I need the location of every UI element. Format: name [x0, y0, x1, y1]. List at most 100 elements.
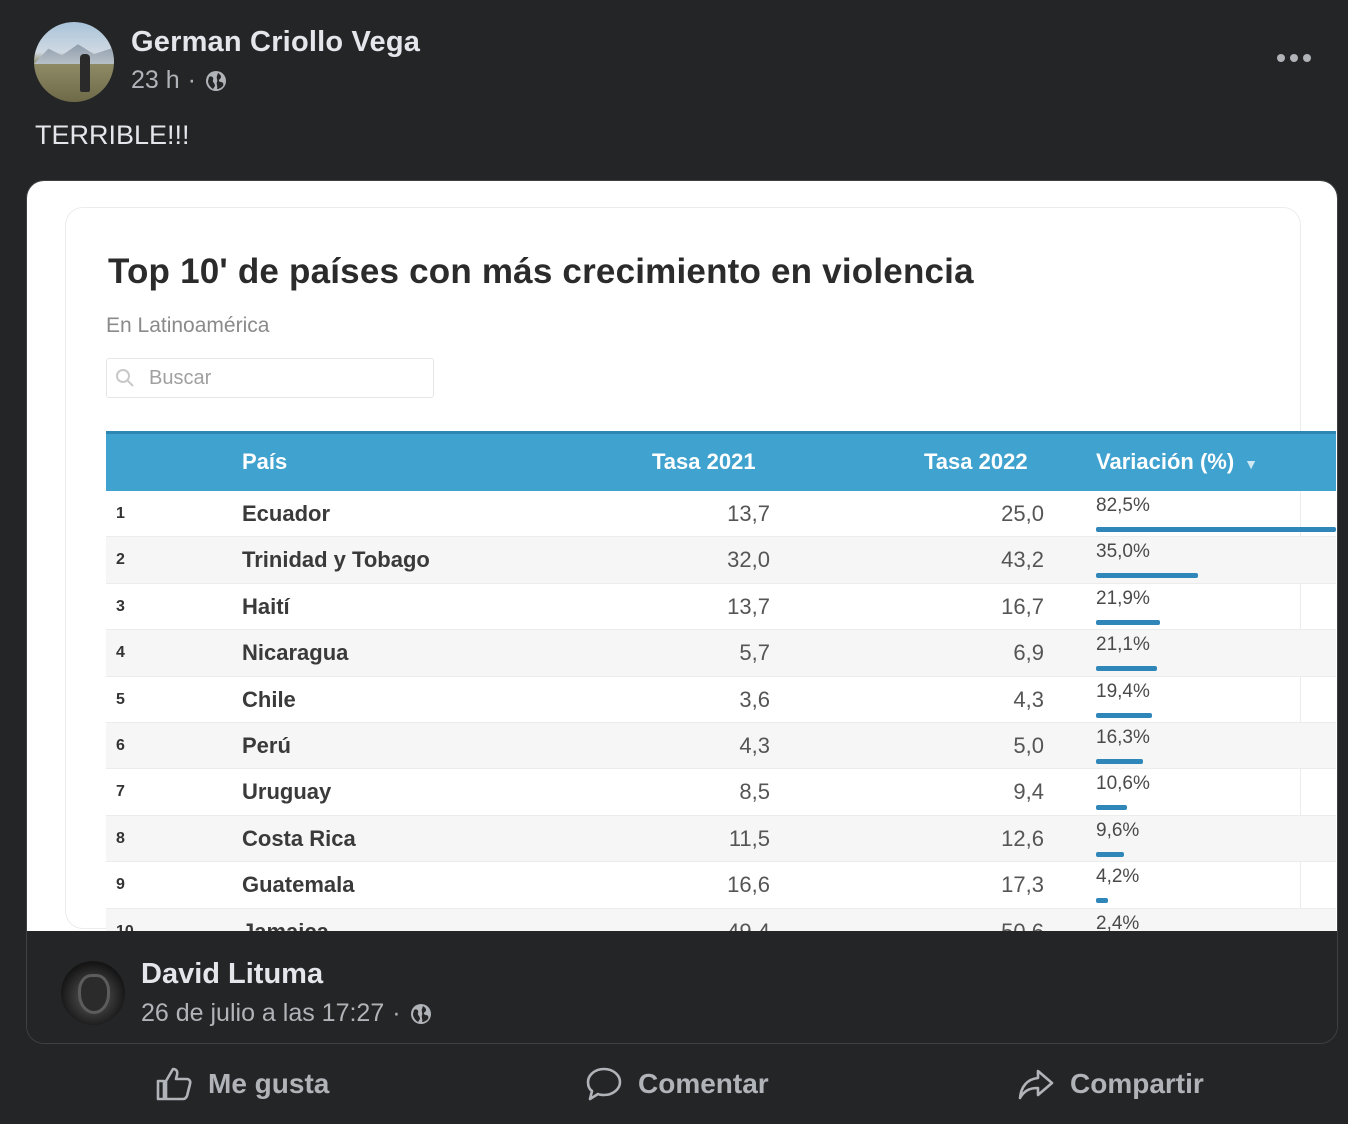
- header-variation: Variación (%) ▼: [1096, 449, 1258, 475]
- more-dot-icon: [1277, 54, 1285, 62]
- table-row: 9 Guatemala 16,6 17,3 4,2%: [106, 862, 1336, 909]
- shared-author-avatar[interactable]: [61, 961, 125, 1025]
- row-rate-2022: 9,4: [1013, 779, 1044, 805]
- row-variation: 21,1%: [1096, 634, 1150, 656]
- shared-post-meta: 26 de julio a las 17:27 ·: [141, 999, 433, 1028]
- row-rate-2022: 5,0: [1013, 732, 1044, 758]
- meta-separator: ·: [187, 66, 196, 94]
- comment-button[interactable]: Comentar: [584, 1064, 769, 1104]
- table-panel: Top 10' de países con más crecimiento en…: [65, 207, 1336, 955]
- variation-bar: [1096, 851, 1124, 857]
- table-row: 7 Uruguay 8,5 9,4 10,6%: [106, 769, 1336, 816]
- author-avatar[interactable]: [34, 22, 114, 102]
- row-rate-2021: 5,7: [739, 640, 770, 666]
- avatar-landscape: [34, 44, 114, 64]
- row-variation: 19,4%: [1096, 680, 1150, 702]
- globe-icon[interactable]: [204, 69, 228, 93]
- share-label: Compartir: [1070, 1068, 1204, 1099]
- thumbs-up-icon: [156, 1067, 192, 1101]
- row-rank: 6: [116, 736, 125, 754]
- meta-separator: ·: [392, 999, 401, 1027]
- table-row: 6 Perú 4,3 5,0 16,3%: [106, 722, 1336, 770]
- row-variation: 35,0%: [1096, 541, 1150, 563]
- share-button[interactable]: Compartir: [1016, 1064, 1204, 1104]
- table-row: 4 Nicaragua 5,7 6,9 21,1%: [106, 630, 1336, 677]
- row-variation: 16,3%: [1096, 726, 1150, 748]
- post-action-bar: Me gusta Comentar Compartir: [0, 1058, 1348, 1114]
- variation-bar: [1096, 527, 1336, 532]
- row-rank: 7: [116, 783, 125, 801]
- row-country: Chile: [242, 686, 296, 712]
- row-country: Guatemala: [242, 872, 355, 898]
- row-rank: 2: [116, 551, 125, 569]
- search-placeholder: Buscar: [149, 367, 212, 389]
- sort-down-icon: ▼: [1244, 456, 1259, 472]
- shared-post-card[interactable]: Top 10' de países con más crecimiento en…: [26, 180, 1338, 1044]
- variation-bar: [1096, 666, 1157, 672]
- like-label: Me gusta: [208, 1068, 330, 1099]
- row-rate-2022: 43,2: [1001, 547, 1044, 573]
- row-country: Nicaragua: [242, 640, 349, 666]
- more-dot-icon: [1303, 54, 1311, 62]
- shared-image[interactable]: Top 10' de países con más crecimiento en…: [27, 181, 1337, 955]
- post-header: German Criollo Vega 23 h ·: [34, 22, 1324, 104]
- row-rate-2022: 16,7: [1001, 593, 1044, 619]
- post-time[interactable]: 23 h: [131, 66, 180, 94]
- table-row: 8 Costa Rica 11,5 12,6 9,6%: [106, 815, 1336, 863]
- variation-bar: [1096, 573, 1198, 579]
- table-body: 1 Ecuador 13,7 25,0 82,5% 2 Trinidad y Tobago 3…: [106, 491, 1336, 955]
- more-dot-icon: [1290, 54, 1298, 62]
- header-rate-2022: Tasa 2022: [924, 449, 1028, 474]
- globe-icon[interactable]: [409, 1002, 433, 1026]
- variation-bar: [1096, 805, 1127, 811]
- variation-bar: [1096, 712, 1152, 718]
- row-country: Haití: [242, 593, 290, 619]
- row-rate-2021: 3,6: [739, 686, 770, 712]
- header-country: País: [242, 449, 288, 474]
- author-name[interactable]: German Criollo Vega: [131, 26, 421, 58]
- row-rate-2021: 8,5: [739, 779, 770, 805]
- comment-icon: [586, 1067, 622, 1101]
- row-country: Trinidad y Tobago: [242, 547, 430, 573]
- row-variation: 9,6%: [1096, 819, 1140, 841]
- row-rate-2021: 32,0: [727, 547, 770, 573]
- row-rank: 8: [116, 829, 125, 847]
- row-rate-2021: 16,6: [727, 872, 770, 898]
- row-country: Ecuador: [242, 501, 331, 526]
- variation-bar: [1096, 619, 1160, 625]
- row-country: Uruguay: [242, 779, 332, 805]
- table-row: 1 Ecuador 13,7 25,0 82,5%: [106, 491, 1336, 538]
- table-row: 3 Haití 13,7 16,7 21,9%: [106, 584, 1336, 631]
- row-rate-2022: 4,3: [1013, 686, 1044, 712]
- more-options-button[interactable]: [1270, 40, 1318, 76]
- shared-post-time[interactable]: 26 de julio a las 17:27: [141, 999, 385, 1027]
- row-rate-2022: 6,9: [1013, 640, 1044, 666]
- row-variation: 10,6%: [1096, 773, 1150, 795]
- post-text: TERRIBLE!!!: [35, 120, 190, 150]
- table-header: País Tasa 2021 Tasa 2022 Variación (%) ▼: [106, 431, 1336, 491]
- share-arrow-icon: [1018, 1069, 1054, 1100]
- search-icon: [116, 369, 134, 387]
- row-variation: 82,5%: [1096, 495, 1150, 516]
- image-subtitle: En Latinoamérica: [106, 314, 270, 337]
- row-rank: 1: [116, 505, 125, 522]
- row-rate-2022: 12,6: [1001, 825, 1044, 851]
- row-rate-2022: 25,0: [1001, 501, 1044, 526]
- row-rank: 5: [116, 690, 125, 708]
- like-button[interactable]: Me gusta: [154, 1064, 329, 1104]
- shared-post-footer: David Lituma 26 de julio a las 17:27 ·: [27, 931, 1337, 1043]
- row-variation: 4,2%: [1096, 866, 1140, 888]
- header-variation-label: Variación (%): [1096, 449, 1235, 474]
- variation-bar: [1096, 758, 1143, 764]
- row-rate-2021: 11,5: [728, 825, 770, 851]
- avatar-person: [80, 54, 90, 92]
- row-rate-2021: 4,3: [739, 732, 770, 758]
- row-country: Costa Rica: [242, 825, 356, 851]
- shared-author-name[interactable]: David Lituma: [141, 958, 324, 990]
- data-table: País Tasa 2021 Tasa 2022 Variación (%) ▼ …: [106, 431, 1336, 955]
- post-meta: 23 h ·: [131, 66, 228, 95]
- row-country: Perú: [242, 732, 291, 758]
- row-rate-2021: 13,7: [727, 593, 770, 619]
- row-rate-2021: 13,7: [727, 501, 770, 526]
- header-rate-2021: Tasa 2021: [652, 449, 756, 474]
